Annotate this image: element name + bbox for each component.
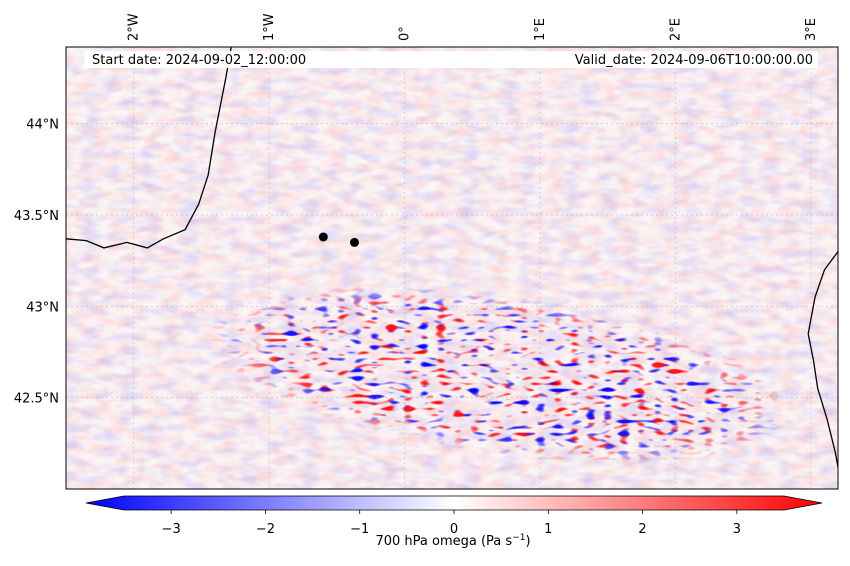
coastlines [66, 47, 838, 468]
colorbar-tick-label: 3 [733, 522, 741, 537]
coastline-west [66, 47, 232, 249]
colorbar-label: 700 hPa omega (Pa s−1) [375, 533, 530, 549]
lon-tick-label: 1°W [262, 13, 277, 41]
pyrenees-omega-band [66, 47, 838, 489]
map-frame [65, 46, 839, 490]
valid-date-label: Valid_date: 2024-09-06T10:00:00.00 [575, 53, 813, 68]
colorbar-ticks: −3 −2 −1 0 1 2 3 [162, 510, 741, 537]
colorbar-tick-label: −1 [350, 522, 369, 537]
header-backdrop [84, 51, 818, 68]
location-markers [318, 232, 359, 247]
colorbar-tick-label: 1 [544, 522, 552, 537]
map-gridlines [66, 47, 838, 489]
longitude-tick-labels: 2°W 1°W 0° 1°E 2°E 3°E [127, 13, 819, 41]
map-panel: Start date: 2024-09-02_12:00:00 Valid_da… [14, 13, 839, 490]
coastline-east [807, 251, 838, 468]
colorbar-tick-label: 0 [450, 522, 458, 537]
lon-tick-label: 2°E [668, 18, 683, 41]
lat-tick-label: 43°N [26, 300, 59, 315]
lat-tick-label: 44°N [26, 118, 59, 133]
lon-tick-label: 0° [398, 26, 413, 41]
colorbar: −3 −2 −1 0 1 2 3 700 hPa omega (Pa s−1) [85, 495, 823, 549]
lat-tick-label: 42.5°N [14, 392, 59, 407]
colorbar-tick-label: −2 [256, 522, 275, 537]
location-marker [349, 237, 359, 247]
start-date-label: Start date: 2024-09-02_12:00:00 [92, 53, 306, 68]
colorbar-scale [85, 495, 823, 511]
lon-tick-label: 2°W [127, 13, 142, 41]
lon-tick-label: 1°E [533, 18, 548, 41]
omega-field [66, 47, 838, 489]
location-marker [318, 232, 328, 242]
colorbar-tick-label: −3 [162, 522, 181, 537]
lat-tick-label: 43.5°N [14, 209, 59, 224]
lon-tick-label: 3°E [804, 18, 819, 41]
colorbar-tick-label: 2 [638, 522, 646, 537]
latitude-tick-labels: 44°N 43.5°N 43°N 42.5°N [14, 118, 59, 407]
